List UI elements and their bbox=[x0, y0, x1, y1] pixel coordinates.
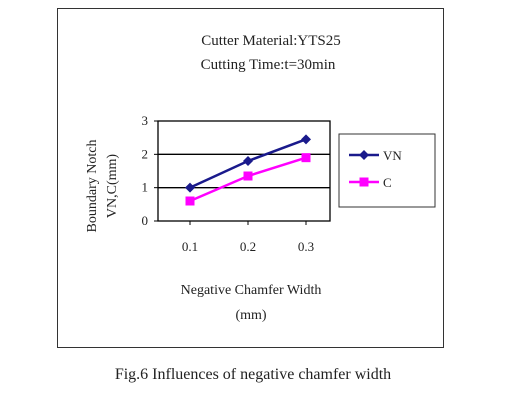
data-point-c bbox=[301, 153, 311, 163]
data-point-vn bbox=[185, 182, 195, 193]
data-point-vn bbox=[243, 156, 253, 166]
legend-label-c: C bbox=[383, 175, 392, 190]
figure-caption: Fig.6 Influences of negative chamfer wid… bbox=[114, 366, 392, 383]
chart-frame: Cutter Material:YTS25 Cutting Time:t=30m… bbox=[57, 8, 444, 348]
legend-label-vn: VN bbox=[383, 148, 402, 163]
chart-subtitle: Cutting Time:t=30min bbox=[201, 57, 336, 73]
y-tick-label: 2 bbox=[142, 146, 149, 161]
legend-box bbox=[338, 133, 436, 208]
x-tick-label: 0.3 bbox=[298, 239, 314, 254]
x-axis-label-line1: Negative Chamfer Width bbox=[181, 283, 322, 298]
x-axis-label-line2: (mm) bbox=[235, 308, 266, 323]
y-tick-label: 0 bbox=[142, 213, 149, 228]
plot-area bbox=[157, 120, 331, 222]
y-axis-label-line1: Boundary Notch bbox=[85, 140, 100, 233]
data-point-c bbox=[185, 196, 195, 206]
data-point-c bbox=[243, 171, 253, 181]
line-chart: Cutter Material:YTS25 Cutting Time:t=30m… bbox=[85, 33, 436, 323]
chart-title: Cutter Material:YTS25 bbox=[201, 33, 341, 49]
legend-marker-vn bbox=[359, 150, 369, 160]
data-point-vn bbox=[301, 134, 311, 145]
y-tick-label: 3 bbox=[142, 113, 149, 128]
legend-marker-c bbox=[359, 177, 369, 187]
x-tick-label: 0.2 bbox=[240, 239, 256, 254]
y-tick-label: 1 bbox=[142, 180, 149, 195]
x-tick-label: 0.1 bbox=[182, 239, 198, 254]
y-axis-label-line2: VN,C(mm) bbox=[105, 154, 120, 219]
